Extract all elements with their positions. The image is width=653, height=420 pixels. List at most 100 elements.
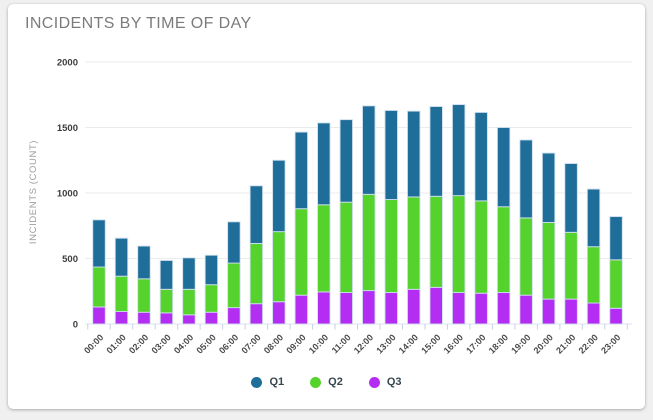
bar-segment-q1-19:00[interactable] [519, 139, 533, 219]
bar-segment-q1-04:00[interactable] [182, 257, 196, 290]
bar-segment-q3-06:00[interactable] [227, 307, 241, 325]
bar-segment-q3-15:00[interactable] [429, 286, 443, 325]
bar-segment-q2-13:00[interactable] [384, 199, 398, 294]
bar-segment-q1-18:00[interactable] [496, 127, 511, 208]
legend-item-q1[interactable]: Q1 [251, 376, 284, 388]
bar-16:00[interactable] [451, 104, 466, 325]
x-tick-label-17:00: 17:00 [464, 332, 487, 355]
bar-segment-q2-22:00[interactable] [586, 246, 601, 304]
bar-segment-q3-08:00[interactable] [272, 301, 286, 325]
bar-segment-q2-17:00[interactable] [474, 200, 488, 294]
bar-segment-q3-19:00[interactable] [519, 294, 533, 325]
bar-segment-q2-00:00[interactable] [92, 266, 106, 308]
bar-segment-q1-12:00[interactable] [362, 105, 376, 195]
bar-segment-q2-06:00[interactable] [227, 262, 241, 309]
bar-09:00[interactable] [294, 131, 309, 325]
bar-segment-q1-20:00[interactable] [541, 152, 556, 223]
legend-item-q2[interactable]: Q2 [310, 376, 343, 388]
bar-05:00[interactable] [204, 254, 219, 325]
bar-segment-q2-15:00[interactable] [429, 195, 443, 288]
bar-segment-q3-00:00[interactable] [92, 306, 106, 325]
bar-segment-q1-16:00[interactable] [451, 104, 466, 197]
bar-11:00[interactable] [339, 119, 353, 325]
bar-segment-q2-16:00[interactable] [451, 195, 466, 294]
bar-segment-q2-18:00[interactable] [496, 206, 511, 294]
bar-segment-q3-07:00[interactable] [249, 303, 264, 325]
bar-17:00[interactable] [474, 111, 488, 325]
bar-07:00[interactable] [249, 185, 264, 325]
bar-segment-q2-23:00[interactable] [609, 259, 623, 309]
bar-segment-q3-02:00[interactable] [137, 311, 151, 325]
bar-segment-q1-00:00[interactable] [92, 219, 106, 268]
bar-10:00[interactable] [317, 122, 331, 325]
bar-segment-q1-14:00[interactable] [407, 110, 421, 198]
bar-segment-q3-09:00[interactable] [294, 294, 309, 325]
bar-segment-q2-08:00[interactable] [272, 231, 286, 303]
bar-segment-q3-11:00[interactable] [339, 292, 353, 325]
bar-segment-q2-09:00[interactable] [294, 208, 309, 296]
bar-02:00[interactable] [137, 245, 151, 325]
bar-segment-q1-15:00[interactable] [429, 106, 443, 197]
bar-segment-q1-06:00[interactable] [227, 221, 241, 264]
bar-segment-q1-22:00[interactable] [586, 188, 601, 248]
bar-21:00[interactable] [564, 163, 578, 325]
bar-segment-q1-21:00[interactable] [564, 163, 578, 233]
bar-14:00[interactable] [407, 110, 421, 325]
bar-segment-q2-05:00[interactable] [204, 284, 219, 313]
bar-segment-q1-03:00[interactable] [159, 260, 174, 290]
bar-segment-q3-05:00[interactable] [204, 311, 219, 325]
bar-segment-q2-02:00[interactable] [137, 278, 151, 313]
bar-segment-q2-10:00[interactable] [317, 204, 331, 293]
bar-segment-q1-09:00[interactable] [294, 131, 309, 210]
bar-segment-q3-14:00[interactable] [407, 288, 421, 325]
bar-segment-q2-19:00[interactable] [519, 217, 533, 296]
bar-segment-q2-20:00[interactable] [541, 222, 556, 300]
bar-19:00[interactable] [519, 139, 533, 325]
bar-segment-q1-08:00[interactable] [272, 159, 286, 233]
bar-01:00[interactable] [114, 237, 129, 325]
bar-segment-q1-11:00[interactable] [339, 119, 353, 203]
bar-segment-q2-14:00[interactable] [407, 196, 421, 290]
legend-item-q3[interactable]: Q3 [368, 376, 402, 388]
bar-segment-q2-12:00[interactable] [362, 193, 376, 292]
bar-segment-q1-13:00[interactable] [384, 110, 398, 201]
bar-segment-q1-05:00[interactable] [204, 254, 219, 286]
bar-segment-q3-10:00[interactable] [317, 291, 331, 325]
bar-segment-q3-04:00[interactable] [182, 314, 196, 325]
bar-segment-q3-12:00[interactable] [362, 290, 376, 325]
bar-segment-q3-17:00[interactable] [474, 292, 488, 325]
bar-segment-q3-16:00[interactable] [451, 292, 466, 325]
bar-segment-q2-01:00[interactable] [114, 275, 129, 313]
bar-segment-q2-21:00[interactable] [564, 231, 578, 300]
bar-00:00[interactable] [92, 219, 106, 325]
bar-23:00[interactable] [609, 216, 623, 325]
bar-segment-q2-11:00[interactable] [339, 201, 353, 294]
bar-segment-q3-01:00[interactable] [114, 311, 129, 325]
bar-segment-q1-02:00[interactable] [137, 245, 151, 280]
bar-08:00[interactable] [272, 159, 286, 325]
bar-segment-q1-07:00[interactable] [249, 185, 264, 244]
bar-06:00[interactable] [227, 221, 241, 325]
bar-segment-q3-22:00[interactable] [586, 302, 601, 325]
bar-segment-q3-23:00[interactable] [609, 307, 623, 325]
bar-segment-q3-03:00[interactable] [159, 312, 174, 325]
bar-15:00[interactable] [429, 106, 443, 325]
bar-segment-q1-17:00[interactable] [474, 111, 488, 202]
bar-segment-q3-18:00[interactable] [496, 292, 511, 325]
bar-18:00[interactable] [496, 127, 511, 325]
bar-segment-q3-20:00[interactable] [541, 298, 556, 325]
bar-segment-q1-23:00[interactable] [609, 216, 623, 261]
bar-segment-q2-04:00[interactable] [182, 288, 196, 316]
bar-03:00[interactable] [159, 260, 174, 325]
bar-segment-q3-13:00[interactable] [384, 292, 398, 325]
bar-segment-q1-10:00[interactable] [317, 122, 331, 206]
bar-segment-q2-07:00[interactable] [249, 242, 264, 305]
bar-12:00[interactable] [362, 105, 376, 325]
bar-22:00[interactable] [586, 188, 601, 325]
bar-segment-q3-21:00[interactable] [564, 298, 578, 325]
bar-13:00[interactable] [384, 110, 398, 325]
bar-segment-q2-03:00[interactable] [159, 288, 174, 314]
bar-segment-q1-01:00[interactable] [114, 237, 129, 277]
bar-04:00[interactable] [182, 257, 196, 325]
bar-20:00[interactable] [541, 152, 556, 325]
